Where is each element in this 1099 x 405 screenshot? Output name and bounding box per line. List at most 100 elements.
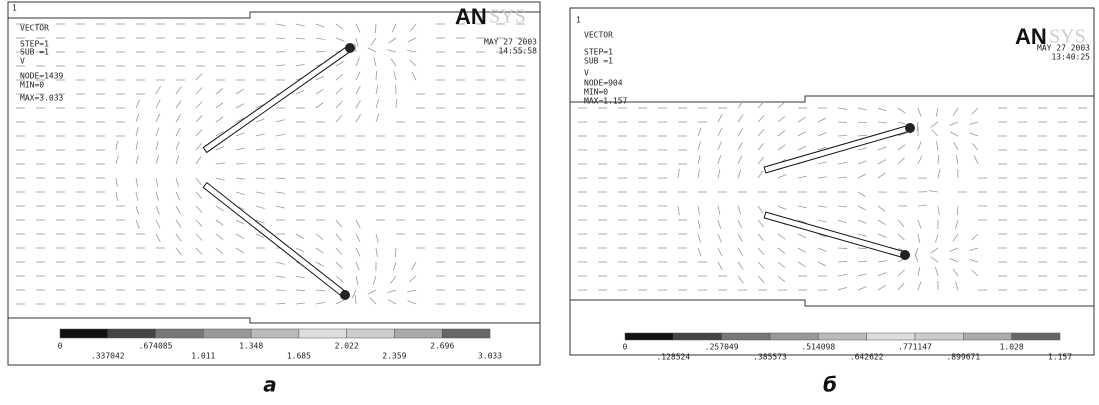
vector-arrow <box>196 248 202 254</box>
colorbar-label: .899671 <box>946 353 980 362</box>
time: 14:55:58 <box>498 47 537 56</box>
vector-arrow <box>918 205 927 206</box>
vector-arrow <box>898 122 907 124</box>
vector-arrow <box>409 276 416 282</box>
vector-arrow <box>316 38 325 40</box>
colorbar-segment <box>442 329 490 338</box>
colorbar-label: .385573 <box>753 353 787 362</box>
vector-arrow <box>918 220 921 228</box>
vector-arrow <box>798 248 806 252</box>
vector-arrow <box>236 248 244 253</box>
figure: 1VECTORSTEP=1SUB =1VNODE=1439MIN=0MAX=3.… <box>0 0 1099 405</box>
vector-arrow <box>216 220 223 225</box>
vector-arrow <box>376 99 379 108</box>
vector-arrow <box>738 262 743 269</box>
vector-arrow <box>336 234 342 241</box>
vector-arrow <box>918 234 920 243</box>
vector-arrow <box>216 163 225 164</box>
vector-arrow <box>236 220 244 224</box>
vector-arrow <box>336 38 344 41</box>
vector-arrow <box>336 24 343 29</box>
colorbar-label: 1.028 <box>1000 343 1024 352</box>
vector-arrow <box>953 234 958 241</box>
vector-arrow <box>838 274 847 276</box>
vector-arrow <box>778 102 785 108</box>
vector-arrow <box>698 128 701 136</box>
vector-arrow <box>216 178 225 180</box>
vector-arrow <box>898 220 904 227</box>
vector-arrow <box>376 114 379 122</box>
vector-arrow <box>935 267 938 276</box>
info-variable: V <box>20 57 25 66</box>
vector-arrow <box>156 206 159 214</box>
vector-arrow <box>391 276 396 283</box>
vector-arrow <box>778 174 786 178</box>
vector-arrow <box>356 100 361 108</box>
vector-arrow <box>373 276 376 285</box>
vector-arrow <box>136 155 138 164</box>
vector-arrow <box>176 206 181 214</box>
vector-arrow <box>798 117 806 122</box>
vector-arrow <box>296 303 305 304</box>
colorbar-segment <box>108 329 156 338</box>
vector-arrow <box>718 206 720 215</box>
vector-arrow <box>336 61 344 66</box>
vector-arrow <box>838 108 847 109</box>
vector-arrow <box>798 132 806 136</box>
colorbar-segment <box>770 333 818 340</box>
info-window: 1 <box>12 4 17 13</box>
plate <box>764 212 906 258</box>
vector-arrow <box>336 276 343 282</box>
logo-light: SYS <box>489 6 526 28</box>
info-window: 1 <box>576 16 581 25</box>
vector-arrow <box>818 162 827 164</box>
vector-arrow <box>216 103 223 108</box>
vector-arrow <box>738 115 743 122</box>
vector-arrow <box>931 122 938 127</box>
vector-arrow <box>878 122 887 123</box>
vector-arrow <box>858 248 867 249</box>
vector-arrow <box>156 234 160 242</box>
colorbar-segment <box>915 333 963 340</box>
vector-arrow <box>758 129 764 136</box>
colorbar-segment <box>625 333 673 340</box>
vector-arrow <box>356 114 361 122</box>
vector-arrow <box>316 89 324 94</box>
vector-arrow <box>276 262 285 264</box>
vector-arrow <box>878 108 887 111</box>
vector-arrow <box>838 220 847 223</box>
vector-arrow <box>738 220 742 228</box>
colorbar-label: .642622 <box>850 353 884 362</box>
vector-arrow <box>336 101 342 108</box>
vector-arrow <box>196 101 202 108</box>
vector-arrow <box>838 248 847 249</box>
vector-arrow <box>858 135 867 136</box>
vector-arrow <box>336 248 342 255</box>
vector-arrow <box>336 88 342 94</box>
vector-arrow <box>236 104 244 108</box>
vector-arrow <box>296 64 305 66</box>
vector-arrow <box>698 155 700 164</box>
vector-arrow <box>878 220 886 225</box>
vector-arrow <box>408 38 416 42</box>
logo: AN <box>455 4 487 29</box>
vector-arrow <box>718 142 721 150</box>
vector-arrow <box>818 118 826 122</box>
colorbar-segment <box>722 333 770 340</box>
vector-arrow <box>838 162 847 164</box>
colorbar-segment <box>1012 333 1060 340</box>
vector-arrow <box>878 173 885 178</box>
vector-arrow <box>276 303 285 304</box>
plate-tip <box>345 43 355 53</box>
time: 13:40:25 <box>1051 53 1090 62</box>
vector-arrow <box>356 276 358 285</box>
vector-arrow <box>412 72 416 80</box>
vector-arrow <box>316 103 323 108</box>
vector-arrow <box>296 24 305 26</box>
vector-arrow <box>196 192 202 199</box>
vector-arrow <box>256 119 264 122</box>
vector-arrow <box>336 300 344 304</box>
vector-arrow <box>409 60 416 66</box>
vector-arrow <box>375 24 376 33</box>
panel-frame <box>8 2 540 365</box>
